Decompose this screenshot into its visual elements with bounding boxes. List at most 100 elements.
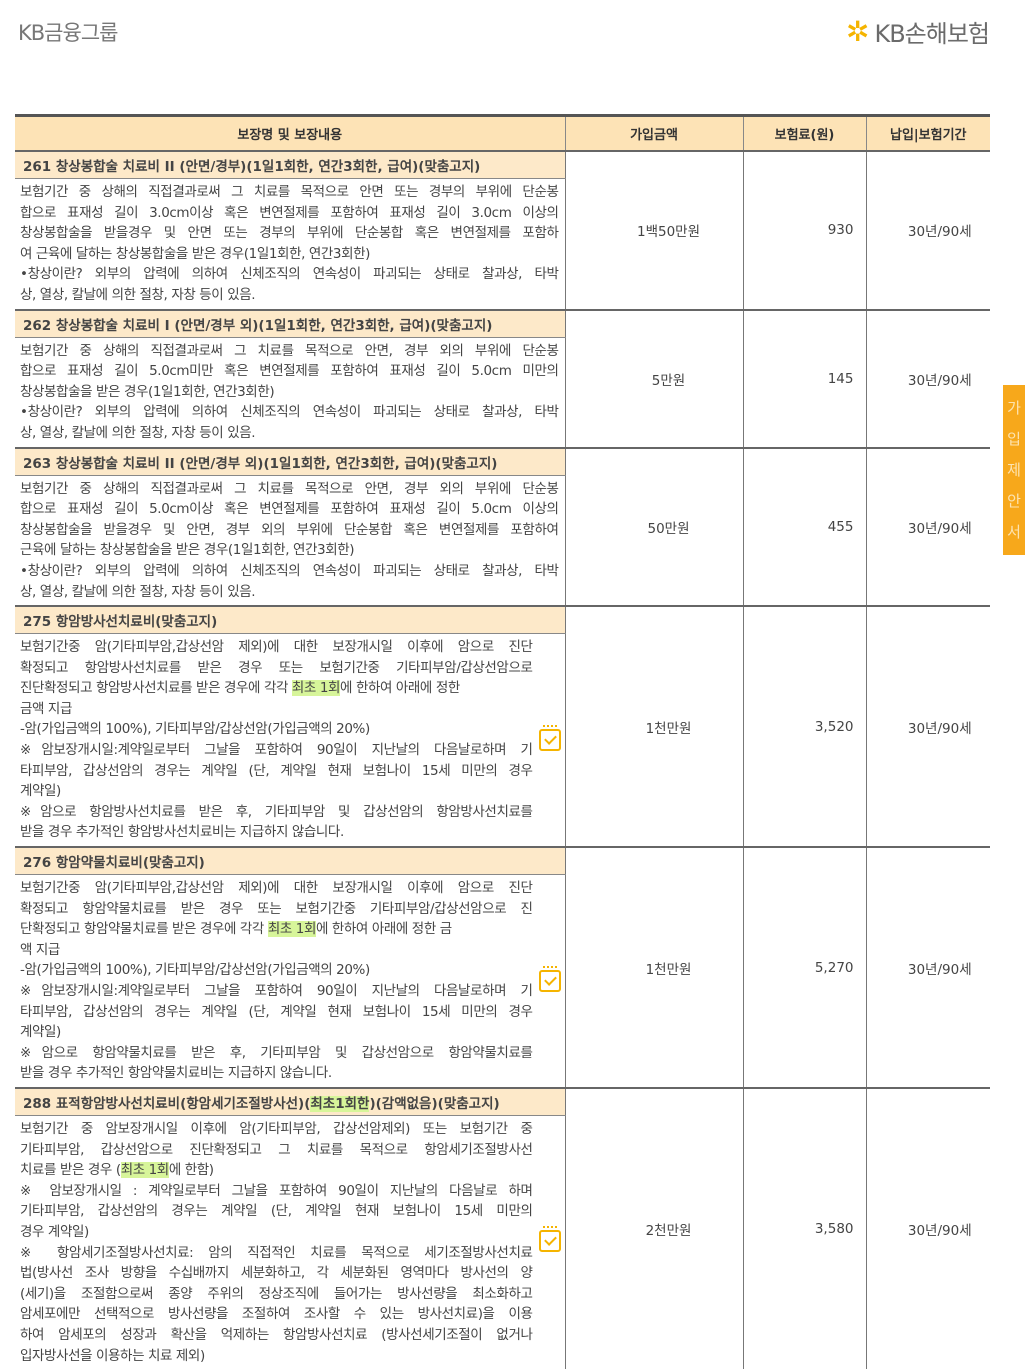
coverage-body-row: 보험기간 중 암보장개시일 이후에 암(기타피부암, 갑상선암제외) 또는 보험… [15, 1115, 990, 1369]
description-line: ※암으로 항암약물치료를 받은 후, 기타피부암 및 갑상선암으로 항암약물치료… [20, 1043, 533, 1064]
text-segment: ※암보장개시일:계약일로부터 그날을 포함하여 90일이 지난날의 다음날로하며… [20, 742, 533, 759]
coverage-body-row: 보험기간 중 상해의 직접결과로써 그 치료를 목적으로 안면, 경부 외의 부… [15, 337, 990, 447]
description-line: ※ 항암세기조절방사선치료: 암의 직접적인 치료를 목적으로 세기조절방사선치… [20, 1243, 533, 1264]
description-line: 단확정되고 항암약물치료를 받은 경우에 각각 최초 1회에 한하여 아래에 정… [20, 919, 533, 940]
description-line: 합으로 표재성 길이 5.0cm이상 혹은 변연절제를 포함하여 표재성 길이 … [20, 499, 559, 520]
description-line: (세기)을 조절함으로써 종양 주위의 정상조직에 들어가는 방사선량을 최소화… [20, 1284, 533, 1305]
description-line: 보험기간중 암(기타피부암,갑상선암 제외)에 대한 보장개시일 이후에 암으로… [20, 878, 533, 899]
text-segment: 합으로 표재성 길이 5.0cm미만 혹은 변연절제를 포함하여 표재성 길이 … [20, 363, 559, 380]
coverage-body-row: 보험기간중 암(기타피부암,갑상선암 제외)에 대한 보장개시일 이후에 암으로… [15, 875, 990, 1088]
text-segment: 액 지급 [20, 941, 60, 958]
highlight-text: 최초 1회 [120, 1162, 169, 1179]
text-segment: 창상봉합술을 받을경우 및 안면, 경부 외의 부위에 단순봉합 혹은 변연절제… [20, 521, 559, 538]
text-segment: 보험기간중 암(기타피부암,갑상선암 제외)에 대한 보장개시일 이후에 암으로… [20, 880, 533, 897]
calendar-check-icon[interactable] [538, 1225, 561, 1252]
text-segment: •창상이란? 외부의 압력에 의하여 신체조직의 연속성이 파괴되는 상태로 찰… [20, 404, 559, 421]
text-segment: 합으로 표재성 길이 5.0cm이상 혹은 변연절제를 포함하여 표재성 길이 … [20, 501, 559, 518]
text-segment: 에 한하여 아래에 정한 금 [315, 921, 452, 938]
calendar-check-icon[interactable] [538, 725, 561, 752]
text-segment: 기타피부암, 갑상선암으로 진단확정되고 그 치료를 목적으로 항암세기조절방사… [20, 1141, 533, 1158]
coverage-description: 보험기간중 암(기타피부암,갑상선암 제외)에 대한 보장개시일 이후에 암으로… [15, 875, 565, 1088]
description-line: ※ 암보장개시일 : 계약일로부터 그날을 포함하여 90일이 지난날의 다음날… [20, 1181, 533, 1202]
coverage-description: 보험기간 중 상해의 직접결과로써 그 치료를 목적으로 안면, 경부 외의 부… [15, 475, 565, 606]
highlight-text: 최초1회한 [310, 1095, 370, 1112]
column-header-amount: 가입금액 [564, 114, 743, 152]
description-line: 법(방사선 조사 방향을 수십배까지 세분화하고, 각 세분화된 영역마다 방사… [20, 1263, 533, 1284]
text-segment: 보험기간 중 암보장개시일 이후에 암(기타피부암, 갑상선암제외) 또는 보험… [20, 1120, 533, 1137]
coverage-title-row: 276 항암약물치료비(맞춤고지) 1천만원 5,270 30년/90세 [15, 846, 990, 1088]
coverage-amount: 1백50만원 [564, 150, 743, 310]
description-line: 받을 경우 추가적인 항암방사선치료비는 지급하지 않습니다. [20, 822, 533, 843]
text-segment: 받을 경우 추가적인 항암방사선치료비는 지급하지 않습니다. [20, 824, 344, 841]
coverage-amount: 1천만원 [564, 605, 743, 848]
description-line: 합으로 표재성 길이 3.0cm이상 혹은 변연절제를 포함하여 표재성 길이 … [20, 203, 559, 224]
coverage-body-row: 보험기간 중 상해의 직접결과로써 그 치료를 목적으로 안면, 경부 외의 부… [15, 475, 990, 606]
text-segment: 치료를 받은 경우 ( [20, 1162, 121, 1179]
text-segment: 받을 경우 추가적인 항암약물치료비는 지급하지 않습니다. [20, 1065, 332, 1082]
text-segment: 288 표적항암방사선치료비(항암세기조절방사선)( [23, 1095, 311, 1112]
coverage-description: 보험기간 중 암보장개시일 이후에 암(기타피부암, 갑상선암제외) 또는 보험… [15, 1115, 565, 1369]
description-line: 경우 계약일) [20, 1222, 533, 1243]
text-segment: ※ 항암세기조절방사선치료: 암의 직접적인 치료를 목적으로 세기조절방사선치… [20, 1244, 533, 1261]
description-line: 타피부암, 갑상선암의 경우는 계약일 (단, 계약일 현재 보험나이 15세 … [20, 1002, 533, 1023]
coverage-title-row: 275 항암방사선치료비(맞춤고지) 1천만원 3,520 30년/90세 [15, 605, 990, 848]
text-segment: 하여 암세포의 성장과 확산을 억제하는 항암방사선치료 (방사선세기조절이 없… [20, 1326, 533, 1343]
text-segment: 상, 열상, 칼날에 의한 절창, 자창 등이 있음. [20, 286, 256, 303]
description-line: 창상봉합술을 받을경우 및 안면, 경부 외의 부위에 단순봉합 혹은 변연절제… [20, 520, 559, 541]
description-line: 상, 열상, 칼날에 의한 절창, 자창 등이 있음. [20, 582, 559, 603]
coverage-body-row: 보험기간중 암(기타피부암,갑상선암 제외)에 대한 보장개시일 이후에 암으로… [15, 634, 990, 847]
text-segment: 계약일) [20, 1024, 61, 1041]
highlight-text: 최초 1회 [291, 680, 341, 697]
text-segment: ※암으로 항암방사선치료를 받은 후, 기타피부암 및 갑상선암의 항암방사선치… [20, 803, 533, 820]
coverage-title: 276 항암약물치료비(맞춤고지) [15, 846, 565, 876]
coverage-description: 보험기간 중 상해의 직접결과로써 그 치료를 목적으로 안면, 경부 외의 부… [15, 337, 565, 447]
coverage-title-row: 262 창상봉합술 치료비 I (안면/경부 외)(1일1회한, 연간3회한, … [15, 308, 990, 448]
text-segment: ※암으로 항암약물치료를 받은 후, 기타피부암 및 갑상선암으로 항암약물치료… [20, 1044, 533, 1061]
description-line: 보험기간 중 상해의 직접결과로써 그 치료를 목적으로 안면, 경부 외의 부… [20, 341, 559, 362]
description-line: 상, 열상, 칼날에 의한 절창, 자창 등이 있음. [20, 285, 559, 306]
highlight-text: 최초 1회 [267, 921, 316, 938]
description-line: 액 지급 [20, 940, 533, 961]
description-line: 기타피부암, 갑상선암으로 진단확정되고 그 치료를 목적으로 항암세기조절방사… [20, 1140, 533, 1161]
description-line: 확정되고 항암약물치료를 받은 경우 또는 보험기간중 기타피부암/갑상선암으로… [20, 899, 533, 920]
description-line: 진단확정되고 항암방사선치료를 받은 경우에 각각 최초 1회에 한하여 아래에… [20, 678, 533, 699]
coverage-period: 30년/90세 [865, 150, 990, 310]
coverage-period: 30년/90세 [865, 1086, 990, 1369]
calendar-check-icon[interactable] [538, 966, 561, 993]
coverage-amount: 1천만원 [564, 846, 743, 1088]
description-line: •창상이란? 외부의 압력에 의하여 신체조직의 연속성이 파괴되는 상태로 찰… [20, 264, 559, 285]
text-segment: 에 한함) [168, 1162, 214, 1179]
coverage-amount: 5만원 [564, 308, 743, 448]
text-segment: 법(방사선 조사 방향을 수십배까지 세분화하고, 각 세분화된 영역마다 방사… [20, 1265, 533, 1282]
coverage-title: 261 창상봉합술 치료비 II (안면/경부)(1일1회한, 연간3회한, 급… [15, 150, 565, 179]
description-line: ※암보장개시일:계약일로부터 그날을 포함하여 90일이 지난날의 다음날로하며… [20, 981, 533, 1002]
table-header-row: 보장명 및 보장내용 가입금액 보험료(원) 납입|보험기간 [15, 114, 990, 152]
description-line: 보험기간중 암(기타피부암,갑상선암 제외)에 대한 보장개시일 이후에 암으로… [20, 637, 533, 658]
description-line: 입자방사선을 이용하는 치료 제외) [20, 1346, 533, 1367]
coverage-premium: 3,580 [742, 1086, 866, 1369]
coverage-title-row: 263 창상봉합술 치료비 II (안면/경부 외)(1일1회한, 연간3회한,… [15, 446, 990, 607]
text-segment: 타피부암, 갑상선암의 경우는 계약일 (단, 계약일 현재 보험나이 15세 … [20, 762, 533, 779]
text-segment: 확정되고 항암약물치료를 받은 경우 또는 보험기간중 기타피부암/갑상선암으로… [20, 900, 533, 917]
description-line: 타피부암, 갑상선암의 경우는 계약일 (단, 계약일 현재 보험나이 15세 … [20, 761, 533, 782]
text-segment: 근육에 달하는 창상봉합술을 받은 경우(1일1회한, 연간3회한) [20, 542, 355, 559]
coverage-premium: 145 [742, 308, 866, 448]
coverage-title: 288 표적항암방사선치료비(항암세기조절방사선)(최초1회한)(감액없음)(맞… [15, 1086, 565, 1116]
text-segment: )(감액없음)(맞춤고지) [369, 1095, 500, 1112]
column-header-premium: 보험료(원) [742, 114, 866, 152]
text-segment: 보험기간 중 상해의 직접결과로써 그 치료를 목적으로 안면, 경부 외의 부… [20, 480, 559, 497]
coverage-premium: 455 [742, 446, 866, 607]
text-segment: 상, 열상, 칼날에 의한 절창, 자창 등이 있음. [20, 583, 256, 600]
description-line: -암(가입금액의 100%), 기타피부암/갑상선암(가입금액의 20%) [20, 960, 533, 981]
text-segment: 여 근육에 달하는 창상봉합술을 받은 경우(1일1회한, 연간3회한) [20, 245, 371, 262]
text-segment: 확정되고 항암방사선치료를 받은 경우 또는 보험기간중 기타피부암/갑상선암으… [20, 659, 533, 676]
description-line: 합으로 표재성 길이 5.0cm미만 혹은 변연절제를 포함하여 표재성 길이 … [20, 361, 559, 382]
side-tab-proposal[interactable]: 가입제안서 [1003, 385, 1025, 555]
description-line: 보험기간 중 암보장개시일 이후에 암(기타피부암, 갑상선암제외) 또는 보험… [20, 1119, 533, 1140]
description-line: 창상봉합술을 받은 경우(1일1회한, 연간3회한) [20, 382, 559, 403]
text-segment: 입자방사선을 이용하는 치료 제외) [20, 1347, 205, 1364]
text-segment: 기타피부암, 갑상선암의 경우는 계약일 (단, 계약일 현재 보험나이 15세… [20, 1203, 533, 1220]
coverage-period: 30년/90세 [865, 846, 990, 1088]
text-segment: •창상이란? 외부의 압력에 의하여 신체조직의 연속성이 파괴되는 상태로 찰… [20, 562, 559, 579]
coverage-description: 보험기간 중 상해의 직접결과로써 그 치료를 목적으로 안면 또는 경부의 부… [15, 179, 565, 310]
